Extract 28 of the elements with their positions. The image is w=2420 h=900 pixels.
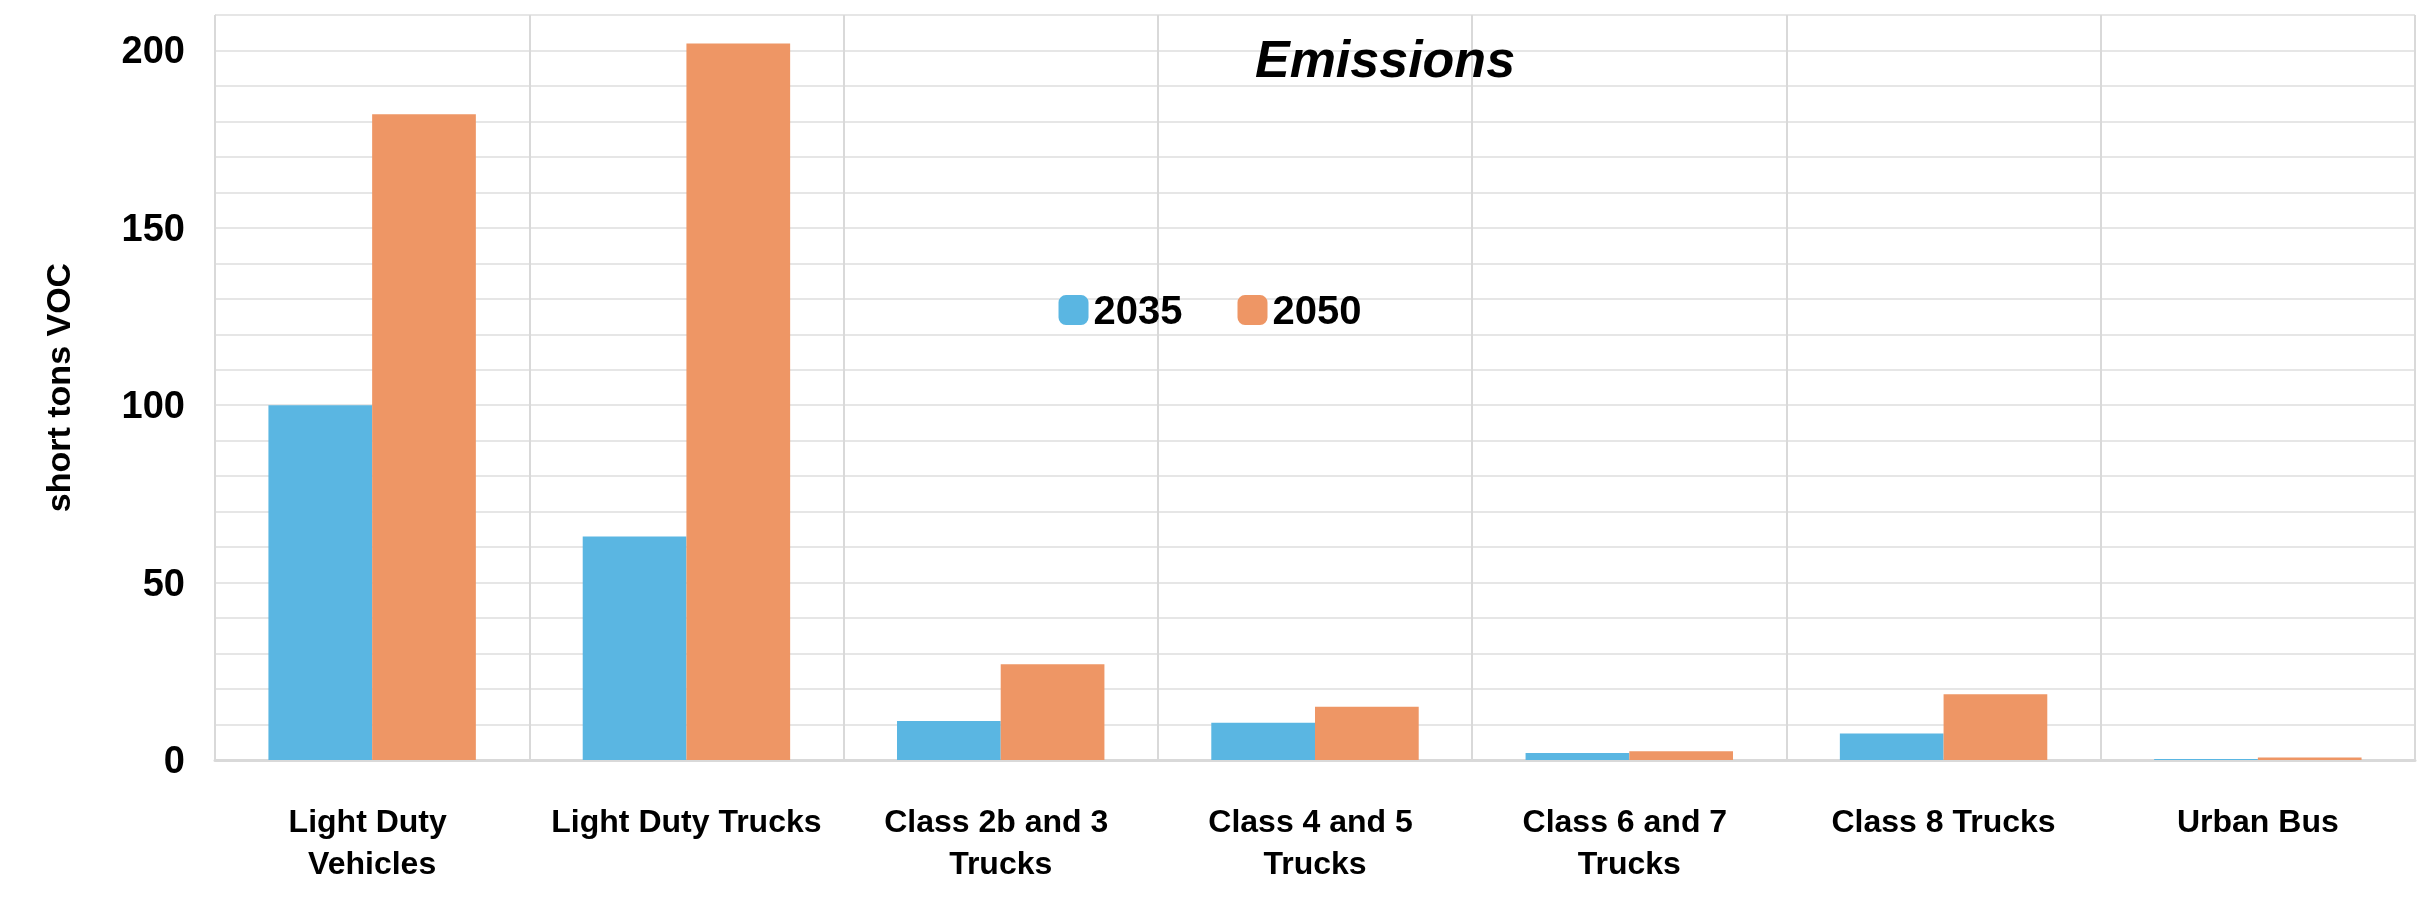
bar: [1315, 706, 1419, 760]
x-tick-label: Urban Bus: [2176, 803, 2339, 839]
legend-label: 2035: [1093, 288, 1183, 332]
y-axis-title: short tons VOC: [39, 262, 77, 513]
bar: [372, 114, 476, 760]
x-tick-label: Light Duty Trucks: [551, 803, 822, 839]
bar: [1839, 733, 1944, 760]
legend-label: 2050: [1272, 288, 1362, 332]
x-tick-label: Light Duty Vehicles: [288, 803, 456, 881]
x-tick-label: Class 4 and 5 Trucks: [1208, 803, 1422, 881]
bar: [1943, 694, 2048, 760]
bar: [1000, 664, 1105, 760]
bar: [686, 43, 791, 760]
y-tick-label: 150: [121, 206, 185, 249]
x-tick-label: Class 6 and 7 Trucks: [1522, 803, 1736, 881]
y-tick-label: 50: [142, 561, 185, 604]
y-tick-label: 100: [121, 384, 185, 427]
bar: [897, 720, 1001, 760]
x-tick-label: Class 8 Trucks: [1831, 803, 2056, 839]
x-tick-label: Class 2b and 3 Trucks: [884, 803, 1118, 881]
y-tick-label: 200: [121, 29, 185, 72]
bar: [1629, 751, 1733, 760]
bar: [1211, 722, 1315, 760]
y-tick-label: 0: [163, 739, 185, 781]
bar: [268, 405, 373, 760]
chart-title: Emissions: [1254, 30, 1516, 88]
bar: [582, 536, 687, 760]
bar: [1525, 752, 1630, 760]
